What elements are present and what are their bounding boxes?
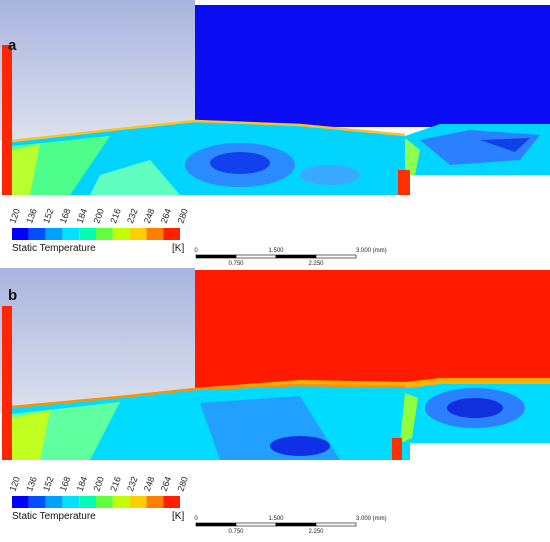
scale-bar-segment — [275, 522, 317, 527]
colorbar-tick-label: 120 — [7, 207, 22, 225]
colorbar-segment — [12, 496, 29, 508]
colorbar-title: Static Temperature — [12, 511, 96, 522]
scale-bar-label: 0 — [194, 248, 198, 254]
colorbar-tick-label: 152 — [41, 207, 56, 225]
scale-bar-label: 3.000 (mm) — [356, 248, 387, 254]
colorbar-segment — [45, 228, 63, 240]
colorbar-segment — [146, 496, 164, 508]
colorbar-segment — [146, 228, 164, 240]
scale-bar-segment — [315, 522, 357, 527]
colorbar-tick-label: 136 — [24, 475, 39, 493]
colorbar-tick-label: 184 — [75, 475, 90, 493]
scale-bar-label: 0.750 — [228, 261, 244, 267]
scale-bar-label: 1.500 — [268, 516, 284, 522]
colorbar-tick-label: 216 — [108, 475, 123, 493]
colorbar-tick-label: 184 — [75, 207, 90, 225]
colorbar-segment — [96, 496, 113, 508]
scale-bar-label: 0 — [194, 516, 198, 522]
scale-bar-label: 1.500 — [268, 248, 284, 254]
colorbar-segment — [163, 228, 180, 240]
scale-bar-label: 3.000 (mm) — [356, 516, 387, 522]
scale-bar-segment — [195, 522, 237, 527]
colorbar-segment — [112, 496, 130, 508]
colorbar-segment — [62, 496, 80, 508]
colorbar-segment — [129, 228, 147, 240]
colorbar-tick-label: 136 — [24, 207, 39, 225]
colorbar-tick-label: 200 — [91, 207, 106, 225]
scale-bar-segment — [235, 522, 277, 527]
colorbar-segment — [28, 496, 46, 508]
colorbar-tick-label: 248 — [142, 475, 157, 493]
scale-bar-segment — [315, 254, 357, 259]
colorbar-segment — [28, 228, 46, 240]
scale-bar-label: 0.750 — [228, 529, 244, 535]
contour-field — [0, 268, 550, 460]
colorbar-tick-label: 168 — [58, 207, 73, 225]
colorbar-segment — [45, 496, 63, 508]
contour-field — [0, 0, 550, 200]
colorbar-tick-label: 232 — [125, 207, 140, 225]
colorbar-tick-label: 120 — [7, 475, 22, 493]
scale-bar-label: 2.250 — [308, 261, 324, 267]
colorbar-tick-label: 216 — [108, 207, 123, 225]
colorbar-segment — [96, 228, 113, 240]
colorbar-segment — [79, 496, 96, 508]
colorbar-tick-label: 168 — [58, 475, 73, 493]
scale-bar-segment — [195, 254, 237, 259]
colorbar-segment — [79, 228, 96, 240]
scale-bar-label: 2.250 — [308, 529, 324, 535]
panel-b: b 120 136 152 168 184 200 216 232 248 264 280 Static… — [0, 268, 550, 535]
colorbar-tick-label: 232 — [125, 475, 140, 493]
panel-label: a — [8, 37, 17, 54]
colorbar-segment — [163, 496, 180, 508]
scale-bar-segment — [235, 254, 277, 259]
panel-a: a 120 136 152 168 184 200 216 232 248 264 280 Static… — [0, 0, 550, 267]
colorbar-tick-label: 264 — [159, 475, 174, 493]
colorbar-tick-label: 248 — [142, 207, 157, 225]
colorbar-tick-label: 264 — [159, 207, 174, 225]
colorbar-tick-label: 152 — [41, 475, 56, 493]
colorbar-unit: [K] — [172, 511, 184, 522]
scale-bar-segment — [275, 254, 317, 259]
colorbar-tick-label: 200 — [91, 475, 106, 493]
colorbar-segment — [129, 496, 147, 508]
colorbar-segment — [112, 228, 130, 240]
colorbar-tick-label: 280 — [175, 207, 190, 225]
colorbar-tick-label: 280 — [175, 475, 190, 493]
colorbar-segment — [62, 228, 80, 240]
colorbar-segment — [12, 228, 29, 240]
colorbar-unit: [K] — [172, 243, 184, 254]
colorbar-title: Static Temperature — [12, 243, 96, 254]
panel-label: b — [8, 287, 17, 304]
